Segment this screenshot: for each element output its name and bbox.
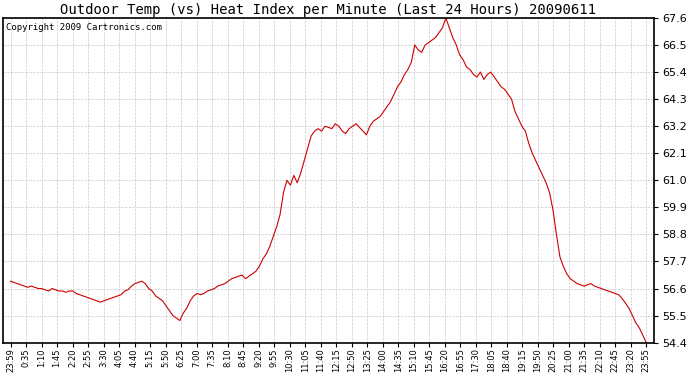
Title: Outdoor Temp (vs) Heat Index per Minute (Last 24 Hours) 20090611: Outdoor Temp (vs) Heat Index per Minute … — [61, 3, 596, 17]
Text: Copyright 2009 Cartronics.com: Copyright 2009 Cartronics.com — [6, 23, 162, 32]
